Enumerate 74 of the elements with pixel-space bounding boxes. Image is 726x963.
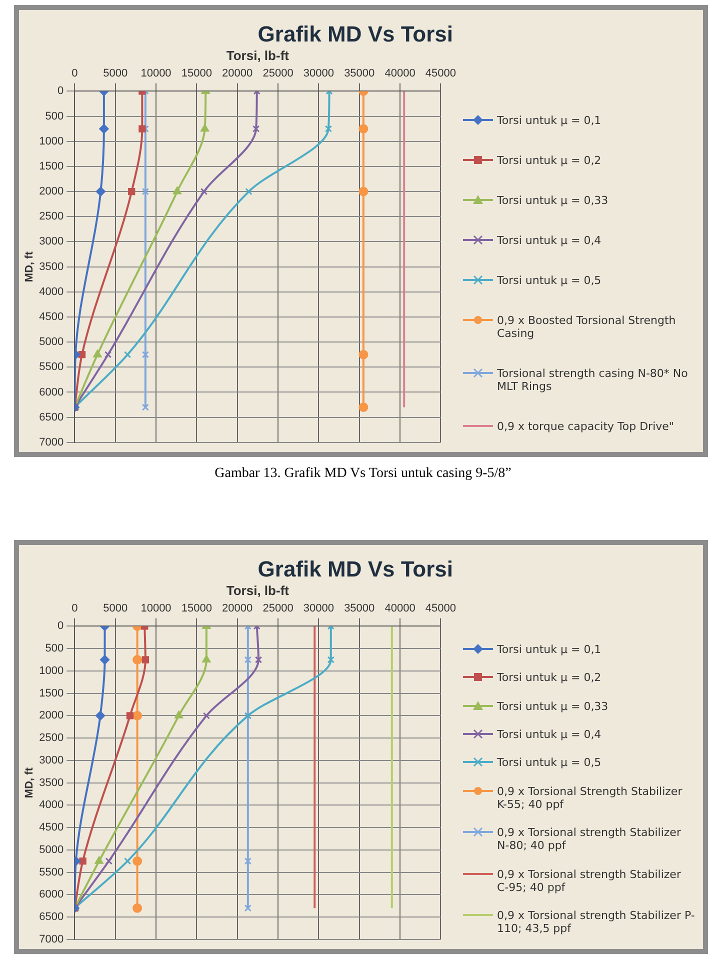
x-tick-label: 20000 [222,602,253,615]
y-tick-label: 1000 [39,135,64,148]
x-tick-label: 10000 [140,68,172,80]
legend-label: Torsi untuk μ = 0,1 [497,642,602,656]
y-tick-label: 5000 [39,336,64,348]
y-axis-title: MD, ft [24,251,36,282]
y-tick-label: 0 [58,620,64,632]
y-tick-label: 3000 [39,754,64,766]
text: Gambar 13. Grafik MD Vs Torsi untuk casing 9-5/8” [214,466,512,482]
x-tick-label: 35000 [344,602,375,615]
y-tick-label: 4500 [39,311,64,324]
legend-label: Torsi untuk μ = 0,2 [497,154,602,166]
x-tick-label: 0 [72,68,78,80]
y-tick-label: 2000 [39,710,64,722]
x-tick-label: 30000 [303,68,334,80]
y-tick-label: 3500 [39,776,64,789]
y-tick-label: 6000 [39,888,64,901]
y-tick-label: 7000 [39,933,64,946]
legend-label: 0,9 x Torsional strength Stabilizer C-95; 40 ppf [497,868,682,894]
x-tick-label: 35000 [344,68,375,80]
x-axis-title: Torsi, lb-ft [226,48,290,63]
legend-label: 0,9 x Torsional Strength Stabilizer K-55; 40 ppf [497,784,684,811]
legend-label: Torsi untuk μ = 0,5 [497,756,602,770]
y-tick-label: 1500 [39,160,64,172]
legend-label: Torsi untuk μ = 0,4 [497,234,602,246]
y-tick-label: 5500 [39,866,64,878]
y-tick-label: 1000 [39,664,64,677]
x-tick-label: 45000 [425,68,456,80]
y-tick-label: 500 [45,110,64,122]
x-axis-title: Torsi, lb-ft [226,582,290,598]
y-tick-label: 7000 [39,436,64,448]
legend-label: Torsi untuk μ = 0,1 [497,114,602,126]
y-tick-label: 6000 [39,386,64,398]
x-tick-label: 5000 [103,68,128,80]
x-tick-label: 20000 [222,68,253,80]
legend-label: Torsi untuk μ = 0,5 [497,274,602,286]
y-tick-label: 6500 [39,411,64,424]
legend-label: 0,9 x Torsional strength Stabilizer N-80; 40 ppf [497,826,682,852]
y-tick-label: 4000 [39,799,64,812]
y-axis-title: MD, ft [24,767,36,798]
y-tick-label: 1500 [39,687,64,700]
legend-label: Torsional strength casing N-80* No MLT Rings [497,366,689,392]
x-tick-label: 25000 [262,602,294,615]
y-tick-label: 6500 [39,911,64,924]
legend-label: Torsi untuk μ = 0,4 [497,728,602,742]
legend-label: Torsi untuk μ = 0,33 [497,700,608,713]
legend-label: Torsi untuk μ = 0,33 [497,194,608,206]
x-tick-label: 30000 [303,602,334,615]
x-tick-label: 15000 [181,68,212,80]
chart-title: Grafik MD Vs Torsi [258,21,453,46]
chart-title: Grafik MD Vs Torsi [258,556,453,582]
x-tick-label: 15000 [181,602,212,615]
y-tick-label: 4000 [39,286,64,298]
legend-label: 0,9 x torque capacity Top Drive" [497,420,674,432]
legend-label: Torsi untuk μ = 0,2 [497,671,602,684]
y-tick-label: 2500 [39,210,64,223]
y-tick-label: 3500 [39,260,64,273]
x-tick-label: 10000 [140,602,172,615]
x-tick-label: 40000 [384,68,416,80]
legend-label: 0,9 x Boosted Torsional Strength Casing [497,314,677,340]
x-tick-label: 45000 [425,602,456,615]
y-tick-label: 5000 [39,844,64,856]
y-tick-label: 2500 [39,732,64,744]
y-tick-label: 3000 [39,236,64,248]
x-tick-label: 5000 [103,602,128,615]
y-tick-label: 2000 [39,186,64,198]
legend-label: 0,9 x Torsional strength Stabilizer P-110; 43,5 ppf [497,909,695,936]
x-tick-label: 0 [72,602,78,615]
y-tick-label: 4500 [39,822,64,834]
x-tick-label: 40000 [384,602,416,615]
y-tick-label: 0 [58,85,64,98]
x-tick-label: 25000 [262,68,294,80]
y-tick-label: 5500 [39,361,64,374]
y-tick-label: 500 [45,642,64,655]
